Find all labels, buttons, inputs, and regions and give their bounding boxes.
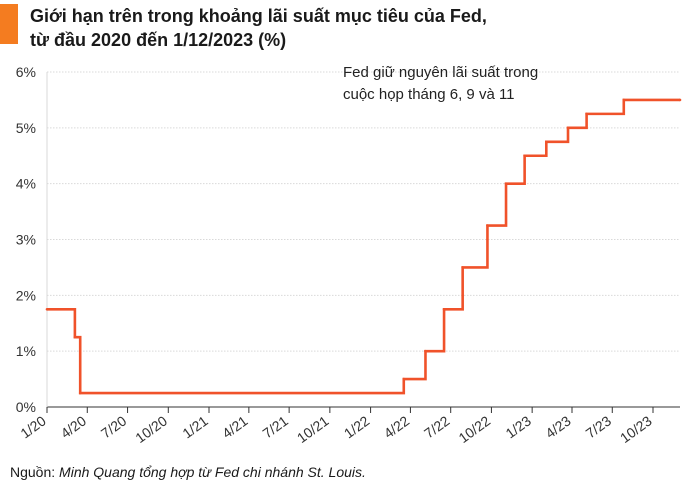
- rate-step-line: [47, 98, 680, 395]
- data-point: [566, 126, 570, 130]
- x-tick-label: 7/20: [98, 412, 130, 441]
- title-accent-bar: [0, 4, 18, 44]
- data-point: [73, 335, 77, 339]
- data-point: [78, 391, 82, 395]
- x-tick-label: 7/23: [583, 412, 615, 441]
- annotation-line: Fed giữ nguyên lãi suất trong: [343, 64, 538, 81]
- data-point: [486, 224, 489, 227]
- x-tick-label: 7/21: [259, 412, 291, 441]
- data-point: [545, 140, 548, 144]
- source-prefix: Nguồn:: [10, 464, 60, 480]
- source-text: Minh Quang tổng hợp từ Fed chi nhánh St.…: [59, 464, 366, 480]
- rate-chart: 0% 1% 2% 3% 4% 5% 6% 1/20 4/20 7/20 10/20 1/21 4/21…: [16, 64, 682, 446]
- x-axis-tick-labels: 1/20 4/20 7/20 10/20 1/21 4/21 7/21 10/21 1/22 4/…: [17, 412, 655, 446]
- data-point: [504, 182, 508, 185]
- x-tick-label: 4/20: [58, 412, 90, 441]
- y-tick-label: 5%: [16, 120, 36, 136]
- grid-lines: [46, 71, 680, 413]
- chart-title-line-1: Giới hạn trên trong khoảng lãi suất mục …: [30, 6, 487, 26]
- source-note: Nguồn: Minh Quang tổng hợp từ Fed chi nh…: [10, 464, 366, 480]
- rate-series: [45, 98, 682, 395]
- x-tick-label: 10/20: [132, 412, 170, 446]
- x-tick-label: 4/23: [542, 412, 574, 441]
- data-point: [442, 307, 446, 311]
- y-axis-tick-labels: 0% 1% 2% 3% 4% 5% 6%: [16, 64, 36, 415]
- x-tick-label: 10/23: [617, 412, 655, 446]
- y-tick-label: 3%: [16, 232, 36, 248]
- data-point: [424, 349, 427, 353]
- data-point: [461, 266, 464, 269]
- x-tick-label: 10/21: [294, 412, 332, 446]
- y-tick-label: 2%: [16, 287, 36, 303]
- data-point: [585, 112, 588, 116]
- y-tick-label: 6%: [16, 64, 36, 80]
- x-tick-label: 1/23: [502, 412, 534, 441]
- data-point: [402, 377, 406, 381]
- annotation-line: cuộc họp tháng 6, 9 và 11: [343, 86, 515, 103]
- x-tick-label: 4/21: [219, 412, 251, 441]
- chart-annotation: Fed giữ nguyên lãi suất trong cuộc họp th…: [343, 64, 538, 103]
- chart-title: Giới hạn trên trong khoảng lãi suất mục …: [30, 4, 670, 52]
- x-tick-label: 10/22: [455, 412, 493, 446]
- chart-title-line-2: từ đầu 2020 đến 1/12/2023 (%): [30, 30, 287, 50]
- x-tick-label: 1/21: [179, 412, 211, 441]
- data-point: [45, 307, 49, 311]
- data-point: [678, 98, 682, 102]
- x-tick-label: 1/22: [341, 412, 373, 441]
- x-tick-label: 4/22: [381, 412, 413, 441]
- y-tick-label: 0%: [16, 399, 36, 415]
- data-point: [523, 154, 526, 158]
- y-tick-label: 4%: [16, 176, 36, 192]
- data-point: [622, 98, 626, 102]
- y-tick-label: 1%: [16, 343, 36, 359]
- x-tick-label: 7/22: [421, 412, 453, 441]
- x-tick-label: 1/20: [17, 412, 49, 441]
